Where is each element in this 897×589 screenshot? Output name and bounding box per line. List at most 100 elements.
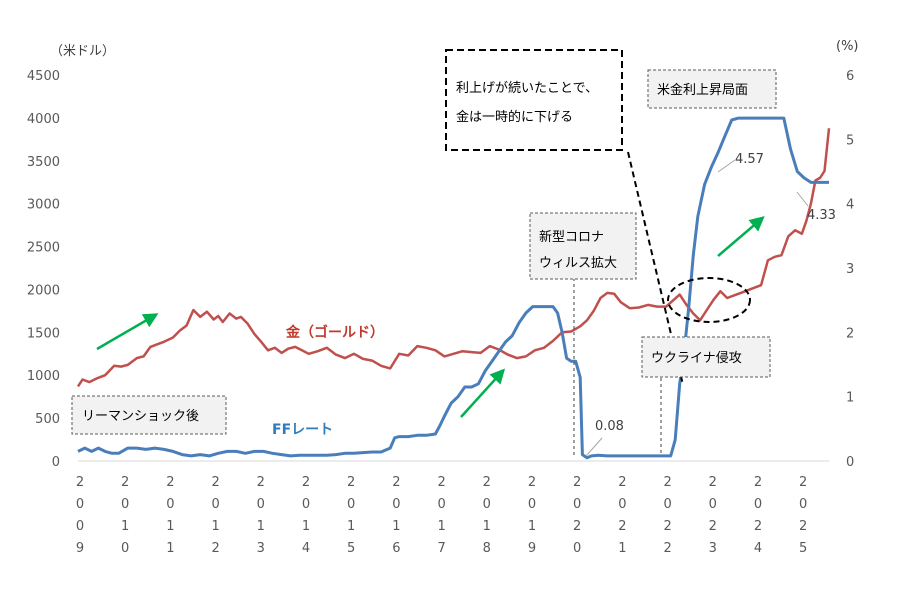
ff-series-label: FFレート bbox=[272, 422, 333, 438]
trend-arrow-3 bbox=[717, 216, 765, 257]
lehman-text: リーマンショック後 bbox=[82, 409, 199, 424]
x-tick-label: 1 bbox=[211, 519, 219, 534]
x-tick-label: 0 bbox=[211, 497, 219, 512]
x-tick-label: 5 bbox=[799, 541, 807, 556]
right-axis-ticks: 6 5 4 3 2 1 0 bbox=[846, 69, 854, 470]
trend-arrow-1 bbox=[96, 313, 159, 351]
left-tick-label: 4000 bbox=[27, 112, 60, 127]
x-tick-label: 0 bbox=[302, 497, 310, 512]
note-text-line1: 利上げが続いたことで、 bbox=[456, 81, 598, 96]
value-label-457: 4.57 bbox=[735, 152, 764, 167]
x-tick-label: 2 bbox=[618, 519, 626, 534]
x-tick-label: 2 bbox=[799, 475, 807, 490]
x-tick-label: 2 bbox=[166, 475, 174, 490]
note-callout: 利上げが続いたことで、 金は一時的に下げる bbox=[445, 49, 623, 151]
x-tick-label: 2 bbox=[392, 475, 400, 490]
x-tick-label: 1 bbox=[166, 519, 174, 534]
left-tick-label: 2500 bbox=[27, 241, 60, 256]
x-tick-label: 0 bbox=[76, 519, 84, 534]
series-gold-line bbox=[76, 128, 831, 388]
x-tick-label: 0 bbox=[347, 497, 355, 512]
left-tick-label: 3000 bbox=[27, 198, 60, 213]
x-tick-label: 8 bbox=[483, 541, 491, 556]
x-tick-label: 2 bbox=[211, 475, 219, 490]
x-tick-label: 2 bbox=[799, 519, 807, 534]
x-tick-label: 3 bbox=[709, 541, 717, 556]
x-tick-label: 2 bbox=[663, 475, 671, 490]
x-tick-label: 2 bbox=[528, 475, 536, 490]
us-hike-callout: 米金利上昇局面 bbox=[647, 69, 777, 109]
x-tick-label: 1 bbox=[121, 519, 129, 534]
x-tick-label: 1 bbox=[166, 541, 174, 556]
x-axis-ticks: 2 0 0 9 2 0 1 0 2 0 1 1 2 0 1 2 2 0 1 3 2 0 1 4 2 0 1 5 2 0 1 6 2 0 1 7 2 0 1 8… bbox=[76, 475, 807, 556]
x-tick-label: 2 bbox=[257, 475, 265, 490]
x-tick-label: 2 bbox=[211, 541, 219, 556]
x-tick-label: 9 bbox=[528, 541, 536, 556]
covid-text-line2: ウィルス拡大 bbox=[539, 256, 617, 271]
val-433-leader bbox=[796, 191, 809, 207]
x-tick-label: 1 bbox=[528, 519, 536, 534]
right-tick-label: 0 bbox=[846, 455, 854, 470]
x-tick-label: 2 bbox=[483, 475, 491, 490]
x-tick-label: 2 bbox=[302, 475, 310, 490]
x-tick-label: 4 bbox=[754, 541, 762, 556]
x-tick-label: 1 bbox=[302, 519, 310, 534]
left-tick-label: 3500 bbox=[27, 155, 60, 170]
trend-arrow-2 bbox=[460, 368, 506, 418]
x-tick-label: 2 bbox=[709, 519, 717, 534]
x-tick-label: 2 bbox=[437, 475, 445, 490]
right-tick-label: 5 bbox=[846, 133, 854, 148]
x-tick-label: 2 bbox=[709, 475, 717, 490]
x-tick-label: 1 bbox=[257, 519, 265, 534]
left-tick-label: 1000 bbox=[27, 369, 60, 384]
x-tick-label: 2 bbox=[121, 475, 129, 490]
x-tick-label: 4 bbox=[302, 541, 310, 556]
x-tick-label: 5 bbox=[347, 541, 355, 556]
x-tick-label: 2 bbox=[754, 475, 762, 490]
x-tick-label: 1 bbox=[437, 519, 445, 534]
x-tick-label: 0 bbox=[618, 497, 626, 512]
left-tick-label: 500 bbox=[35, 412, 60, 427]
x-tick-label: 0 bbox=[573, 497, 581, 512]
series-ff-line bbox=[77, 116, 829, 460]
x-tick-label: 2 bbox=[347, 475, 355, 490]
right-tick-label: 2 bbox=[846, 326, 854, 341]
x-tick-label: 0 bbox=[392, 497, 400, 512]
x-tick-label: 1 bbox=[618, 541, 626, 556]
lehman-callout: リーマンショック後 bbox=[71, 395, 227, 435]
x-tick-label: 2 bbox=[754, 519, 762, 534]
x-tick-label: 0 bbox=[76, 497, 84, 512]
x-tick-label: 2 bbox=[663, 541, 671, 556]
x-tick-label: 0 bbox=[709, 497, 717, 512]
right-tick-label: 3 bbox=[846, 262, 854, 277]
x-tick-label: 2 bbox=[573, 519, 581, 534]
x-tick-label: 1 bbox=[347, 519, 355, 534]
x-tick-label: 0 bbox=[663, 497, 671, 512]
gold-series-label: 金（ゴールド） bbox=[285, 324, 384, 341]
x-tick-label: 2 bbox=[618, 475, 626, 490]
covid-callout: 新型コロナ ウィルス拡大 bbox=[529, 212, 637, 280]
x-tick-label: 2 bbox=[573, 475, 581, 490]
right-tick-label: 6 bbox=[846, 69, 854, 84]
right-axis-unit: (%) bbox=[836, 39, 859, 54]
x-tick-label: 0 bbox=[573, 541, 581, 556]
x-tick-label: 0 bbox=[121, 497, 129, 512]
highlight-ellipse bbox=[667, 277, 751, 323]
note-text-line2: 金は一時的に下げる bbox=[456, 109, 573, 125]
x-tick-label: 1 bbox=[483, 519, 491, 534]
x-tick-label: 0 bbox=[166, 497, 174, 512]
right-tick-label: 1 bbox=[846, 391, 854, 406]
x-tick-label: 0 bbox=[483, 497, 491, 512]
right-tick-label: 4 bbox=[846, 198, 854, 213]
val-008-leader bbox=[585, 437, 603, 457]
left-axis-ticks: 4500 4000 3500 3000 2500 2000 1500 1000 500 0 bbox=[27, 69, 60, 470]
x-tick-label: 0 bbox=[528, 497, 536, 512]
x-tick-label: 7 bbox=[437, 541, 445, 556]
x-tick-label: 0 bbox=[437, 497, 445, 512]
x-tick-label: 0 bbox=[257, 497, 265, 512]
x-tick-label: 1 bbox=[392, 519, 400, 534]
left-tick-label: 4500 bbox=[27, 69, 60, 84]
value-label-433: 4.33 bbox=[807, 208, 836, 223]
